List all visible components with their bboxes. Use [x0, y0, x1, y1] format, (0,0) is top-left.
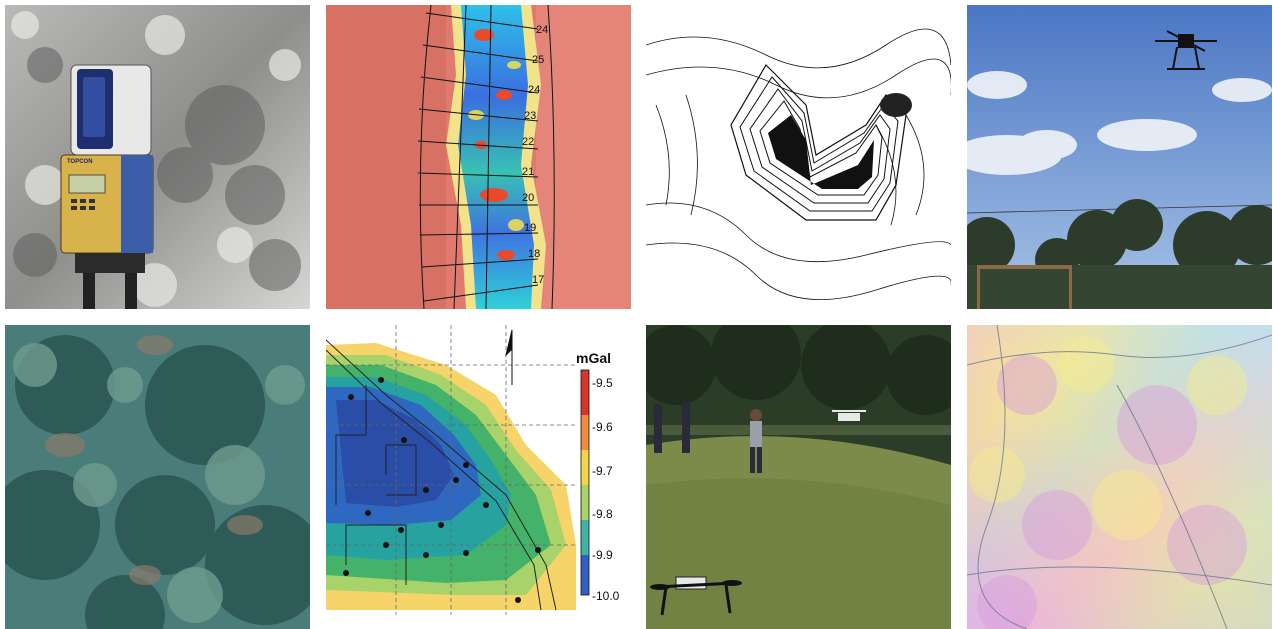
scale-tick-label: -9.5 [592, 376, 613, 390]
coral-reef-photo [5, 325, 310, 629]
section-label: 17 [532, 274, 544, 286]
section-labels: 24 25 24 23 22 21 20 19 18 17 [522, 24, 548, 286]
contour-illustration [646, 5, 951, 309]
laser-scanner-illustration: TOPCON [5, 5, 310, 309]
interferogram-illustration [967, 325, 1272, 629]
section-label: 19 [524, 222, 536, 234]
section-label: 24 [528, 84, 540, 96]
section-label: 21 [522, 166, 534, 178]
north-arrow-icon [505, 329, 513, 385]
channel-profile-map: 24 25 24 23 22 21 20 19 18 17 [326, 5, 631, 309]
drone-field-illustration [646, 325, 951, 629]
coral-illustration [5, 325, 310, 629]
profile-map-illustration: 24 25 24 23 22 21 20 19 18 17 [326, 5, 631, 309]
section-label: 20 [522, 192, 534, 204]
section-label: 18 [528, 248, 540, 260]
drone-sky-photo [967, 5, 1272, 309]
scale-tick-label: -9.7 [592, 464, 613, 478]
section-label: 24 [536, 24, 548, 36]
scale-unit-label: mGal [576, 350, 611, 366]
interferogram-map [967, 325, 1272, 629]
drone-sky-illustration [967, 5, 1272, 309]
landed-drone-icon [650, 576, 742, 616]
scale-tick-label: -9.9 [592, 548, 613, 562]
drone-field-photo [646, 325, 951, 629]
contour-map [646, 5, 951, 309]
hovering-drone-icon [1155, 30, 1217, 70]
color-scale-bar [580, 369, 590, 596]
section-label: 22 [522, 136, 534, 148]
brand-label: TOPCON [67, 159, 93, 165]
section-label: 25 [532, 54, 544, 66]
scale-tick-label: -10.0 [592, 589, 620, 603]
gravity-map-illustration: mGal -9.5 -9.6 -9.7 -9.8 -9.9 -10.0 [326, 325, 631, 629]
scale-tick-label: -9.8 [592, 507, 613, 521]
hovering-drone-icon [832, 410, 866, 421]
scale-tick-label: -9.6 [592, 420, 613, 434]
laser-scanner-photo: TOPCON [5, 5, 310, 309]
section-label: 23 [524, 110, 536, 122]
gravity-anomaly-map: mGal -9.5 -9.6 -9.7 -9.8 -9.9 -10.0 [326, 325, 631, 629]
